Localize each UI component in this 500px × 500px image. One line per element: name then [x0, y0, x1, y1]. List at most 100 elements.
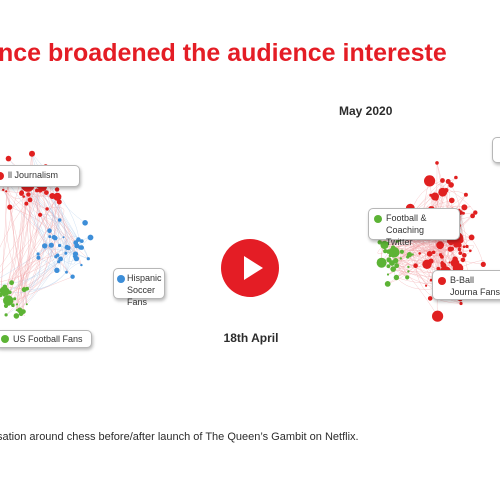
caption: sation around chess before/after launch … [0, 431, 359, 443]
graph-node [461, 204, 468, 211]
graph-edge [425, 245, 460, 286]
graph-node [13, 297, 17, 301]
graph-node [448, 182, 454, 188]
graph-node [65, 270, 68, 274]
graph-node [440, 254, 444, 259]
graph-edge [7, 181, 58, 271]
graph-node [386, 264, 391, 269]
cluster-label-text: Football & Coaching Twitter [386, 213, 427, 247]
graph-node [470, 213, 475, 219]
graph-node [1, 287, 10, 296]
graph-node [424, 175, 436, 187]
graph-edge [7, 237, 64, 301]
graph-node [54, 187, 60, 192]
graph-node [48, 235, 52, 239]
graph-edge [2, 189, 50, 237]
graph-node [399, 257, 402, 260]
graph-edge [393, 268, 427, 286]
graph-edge [40, 214, 69, 248]
graph-node [376, 257, 387, 268]
cluster-label-text: ll Journalism [8, 170, 59, 180]
graph-edge [409, 254, 462, 304]
graph-node [49, 193, 56, 199]
graph-node [418, 252, 422, 255]
graph-edge [5, 183, 25, 290]
graph-edge [5, 271, 67, 293]
graph-node [405, 275, 410, 280]
graph-edge [37, 248, 89, 259]
graph-edge [11, 201, 60, 283]
graph-node [462, 245, 466, 248]
graph-edge [80, 237, 88, 248]
graph-node [436, 241, 444, 250]
cluster-label-text: US Football Fans [13, 334, 83, 344]
cluster-label-text: Hispanic Soccer Fans [127, 273, 162, 307]
green-node-dot [1, 335, 9, 343]
graph-node [427, 296, 433, 301]
graph-node [26, 192, 31, 197]
after-period-label: May 2020 [339, 104, 393, 118]
graph-node [473, 210, 478, 215]
graph-node [457, 247, 462, 252]
graph-node [53, 235, 58, 241]
cluster-label-hispanic-soccer-fans: Hispanic Soccer Fans [113, 268, 165, 307]
graph-node [394, 263, 400, 269]
graph-edge [40, 190, 67, 254]
play-button[interactable] [221, 239, 279, 297]
graph-node [462, 253, 467, 258]
graph-node [13, 313, 20, 319]
graph-node [393, 274, 400, 281]
graph-node [79, 239, 84, 244]
graph-edge [0, 261, 59, 285]
cluster-label-us-football-fans: US Football Fans [0, 330, 92, 348]
graph-node [4, 313, 8, 317]
graph-edge [67, 245, 77, 263]
graph-node [48, 242, 54, 248]
cluster-label-bball-journalism-fans: B-Ball Journa Fans [432, 270, 500, 300]
graph-edge [6, 191, 73, 277]
graph-node [36, 252, 40, 256]
graph-node [54, 267, 60, 273]
graph-node [454, 175, 458, 180]
graph-node [469, 249, 472, 253]
graph-node [44, 190, 49, 196]
date-label: 18th April [223, 331, 279, 345]
graph-node [73, 255, 80, 262]
graph-node [22, 195, 26, 198]
graph-node [72, 251, 79, 257]
graph-node [463, 192, 468, 197]
graph-edge [5, 245, 45, 316]
graph-node [395, 240, 399, 243]
graph-edge [396, 244, 441, 266]
graph-node [27, 197, 33, 203]
graph-node [426, 251, 433, 257]
graph-edge [14, 261, 59, 300]
graph-edge [7, 247, 68, 301]
graph-node [58, 243, 62, 248]
graph-edge [16, 219, 60, 311]
graph-node [38, 212, 43, 217]
graph-node [19, 191, 24, 196]
graph-node [29, 150, 35, 157]
graph-node [447, 246, 453, 252]
graph-node [42, 243, 48, 249]
graph-node [383, 249, 388, 254]
graph-node [407, 265, 410, 269]
graph-edge [391, 215, 473, 264]
graph-edge [47, 207, 65, 221]
graph-edge [0, 189, 22, 193]
graph-node [11, 303, 15, 308]
graph-node [86, 257, 90, 261]
graph-node [480, 261, 486, 267]
graph-node [384, 281, 391, 287]
graph-node [54, 255, 58, 259]
graph-node [87, 234, 94, 241]
graph-node [35, 188, 39, 193]
graph-node [57, 218, 62, 222]
graph-node [448, 239, 454, 246]
red-node-dot [438, 277, 446, 285]
play-icon [244, 256, 263, 280]
graph-node [73, 240, 79, 246]
graph-node [389, 248, 394, 252]
graph-node [5, 190, 8, 193]
